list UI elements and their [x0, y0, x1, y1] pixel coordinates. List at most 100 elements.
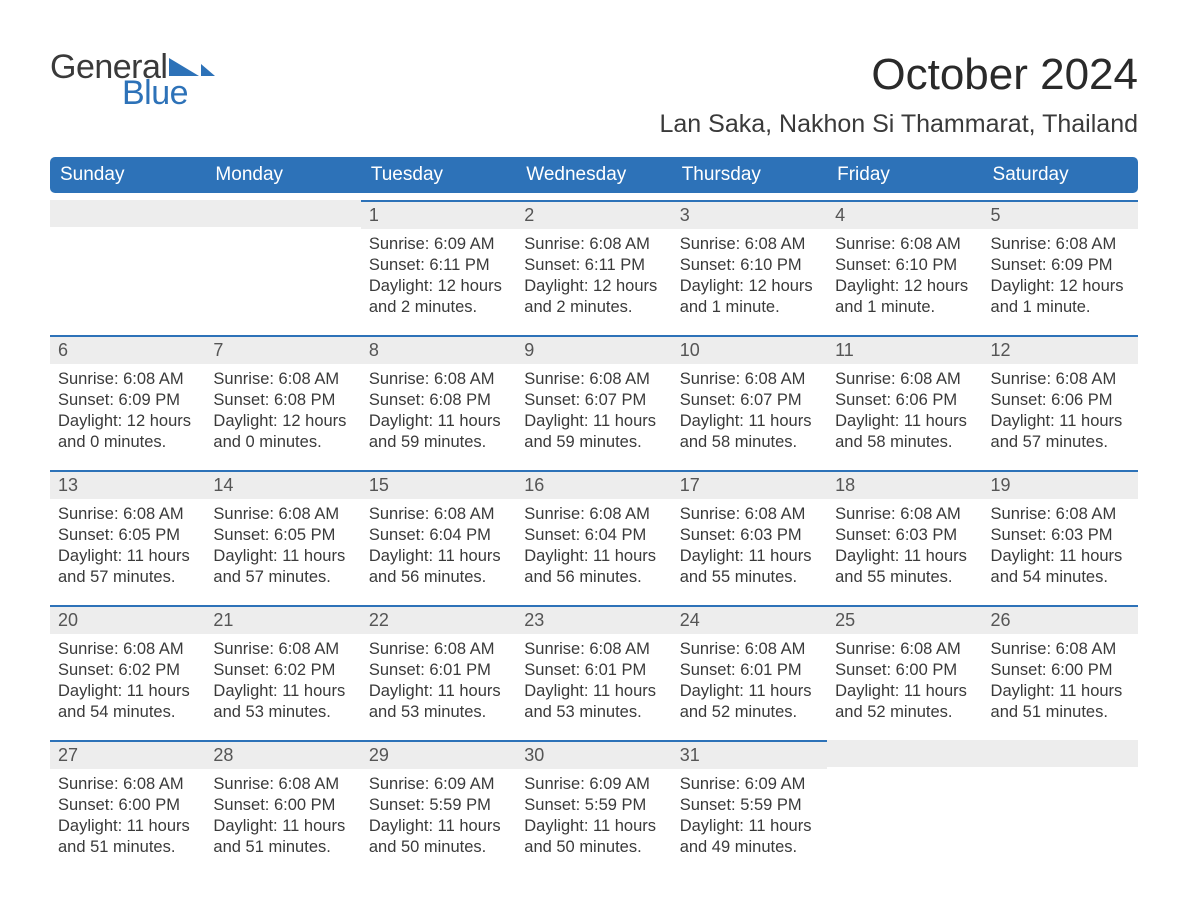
sunset-text: Sunset: 6:03 PM	[680, 525, 819, 546]
sunrise-text: Sunrise: 6:08 AM	[835, 234, 974, 255]
daylight-text: Daylight: 11 hours and 50 minutes.	[369, 816, 508, 858]
sunset-text: Sunset: 5:59 PM	[369, 795, 508, 816]
weekday-header-row: Sunday Monday Tuesday Wednesday Thursday…	[50, 157, 1138, 193]
day-number: 24	[672, 605, 827, 634]
calendar: Sunday Monday Tuesday Wednesday Thursday…	[50, 157, 1138, 868]
day-number: 1	[361, 200, 516, 229]
daylight-text: Daylight: 11 hours and 57 minutes.	[991, 411, 1130, 453]
day-details: Sunrise: 6:08 AMSunset: 6:09 PMDaylight:…	[983, 229, 1138, 318]
title-block: October 2024 Lan Saka, Nakhon Si Thammar…	[659, 50, 1138, 139]
daylight-text: Daylight: 11 hours and 51 minutes.	[58, 816, 197, 858]
day-cell: 16Sunrise: 6:08 AMSunset: 6:04 PMDayligh…	[516, 470, 671, 598]
day-cell	[50, 200, 205, 328]
daylight-text: Daylight: 11 hours and 57 minutes.	[58, 546, 197, 588]
daylight-text: Daylight: 11 hours and 53 minutes.	[524, 681, 663, 723]
day-details: Sunrise: 6:08 AMSunset: 6:01 PMDaylight:…	[672, 634, 827, 723]
day-cell: 25Sunrise: 6:08 AMSunset: 6:00 PMDayligh…	[827, 605, 982, 733]
day-number: 25	[827, 605, 982, 634]
day-cell: 8Sunrise: 6:08 AMSunset: 6:08 PMDaylight…	[361, 335, 516, 463]
day-number: 13	[50, 470, 205, 499]
day-cell: 23Sunrise: 6:08 AMSunset: 6:01 PMDayligh…	[516, 605, 671, 733]
sunset-text: Sunset: 6:05 PM	[58, 525, 197, 546]
sunrise-text: Sunrise: 6:08 AM	[835, 639, 974, 660]
day-details: Sunrise: 6:08 AMSunset: 6:07 PMDaylight:…	[672, 364, 827, 453]
daylight-text: Daylight: 11 hours and 57 minutes.	[213, 546, 352, 588]
sunrise-text: Sunrise: 6:08 AM	[58, 504, 197, 525]
daylight-text: Daylight: 11 hours and 58 minutes.	[835, 411, 974, 453]
sunset-text: Sunset: 6:04 PM	[369, 525, 508, 546]
day-number: 28	[205, 740, 360, 769]
sunrise-text: Sunrise: 6:08 AM	[991, 639, 1130, 660]
sunrise-text: Sunrise: 6:08 AM	[58, 774, 197, 795]
week-row: 27Sunrise: 6:08 AMSunset: 6:00 PMDayligh…	[50, 740, 1138, 868]
day-details: Sunrise: 6:08 AMSunset: 6:03 PMDaylight:…	[672, 499, 827, 588]
sunrise-text: Sunrise: 6:09 AM	[680, 774, 819, 795]
day-details: Sunrise: 6:08 AMSunset: 6:03 PMDaylight:…	[983, 499, 1138, 588]
day-cell: 24Sunrise: 6:08 AMSunset: 6:01 PMDayligh…	[672, 605, 827, 733]
daylight-text: Daylight: 11 hours and 52 minutes.	[680, 681, 819, 723]
day-cell: 29Sunrise: 6:09 AMSunset: 5:59 PMDayligh…	[361, 740, 516, 868]
day-cell: 4Sunrise: 6:08 AMSunset: 6:10 PMDaylight…	[827, 200, 982, 328]
weekday-header: Friday	[827, 157, 982, 193]
day-cell	[827, 740, 982, 868]
sunrise-text: Sunrise: 6:09 AM	[369, 234, 508, 255]
day-number: 10	[672, 335, 827, 364]
day-details: Sunrise: 6:08 AMSunset: 6:08 PMDaylight:…	[205, 364, 360, 453]
daylight-text: Daylight: 12 hours and 1 minute.	[835, 276, 974, 318]
day-cell: 9Sunrise: 6:08 AMSunset: 6:07 PMDaylight…	[516, 335, 671, 463]
day-number	[50, 200, 205, 227]
sunrise-text: Sunrise: 6:08 AM	[524, 369, 663, 390]
daylight-text: Daylight: 11 hours and 50 minutes.	[524, 816, 663, 858]
day-cell: 26Sunrise: 6:08 AMSunset: 6:00 PMDayligh…	[983, 605, 1138, 733]
logo-text-blue: Blue	[122, 76, 215, 110]
sunset-text: Sunset: 6:00 PM	[58, 795, 197, 816]
day-details: Sunrise: 6:08 AMSunset: 6:00 PMDaylight:…	[205, 769, 360, 858]
sunset-text: Sunset: 6:03 PM	[991, 525, 1130, 546]
day-number: 4	[827, 200, 982, 229]
day-number	[827, 740, 982, 767]
daylight-text: Daylight: 11 hours and 51 minutes.	[991, 681, 1130, 723]
sunset-text: Sunset: 6:04 PM	[524, 525, 663, 546]
sunset-text: Sunset: 6:00 PM	[991, 660, 1130, 681]
day-cell: 27Sunrise: 6:08 AMSunset: 6:00 PMDayligh…	[50, 740, 205, 868]
day-details: Sunrise: 6:08 AMSunset: 6:10 PMDaylight:…	[827, 229, 982, 318]
day-cell: 17Sunrise: 6:08 AMSunset: 6:03 PMDayligh…	[672, 470, 827, 598]
day-number: 26	[983, 605, 1138, 634]
day-details: Sunrise: 6:08 AMSunset: 6:03 PMDaylight:…	[827, 499, 982, 588]
day-details: Sunrise: 6:08 AMSunset: 6:00 PMDaylight:…	[983, 634, 1138, 723]
sunrise-text: Sunrise: 6:08 AM	[680, 369, 819, 390]
daylight-text: Daylight: 11 hours and 53 minutes.	[369, 681, 508, 723]
day-number: 30	[516, 740, 671, 769]
day-details: Sunrise: 6:08 AMSunset: 6:09 PMDaylight:…	[50, 364, 205, 453]
week-row: 6Sunrise: 6:08 AMSunset: 6:09 PMDaylight…	[50, 335, 1138, 463]
sunrise-text: Sunrise: 6:08 AM	[524, 639, 663, 660]
day-cell: 28Sunrise: 6:08 AMSunset: 6:00 PMDayligh…	[205, 740, 360, 868]
day-details: Sunrise: 6:08 AMSunset: 6:10 PMDaylight:…	[672, 229, 827, 318]
day-number: 29	[361, 740, 516, 769]
day-number: 5	[983, 200, 1138, 229]
day-number: 8	[361, 335, 516, 364]
sunrise-text: Sunrise: 6:08 AM	[680, 234, 819, 255]
weekday-header: Monday	[205, 157, 360, 193]
day-cell: 22Sunrise: 6:08 AMSunset: 6:01 PMDayligh…	[361, 605, 516, 733]
week-row: 13Sunrise: 6:08 AMSunset: 6:05 PMDayligh…	[50, 470, 1138, 598]
day-cell: 3Sunrise: 6:08 AMSunset: 6:10 PMDaylight…	[672, 200, 827, 328]
sunrise-text: Sunrise: 6:08 AM	[213, 639, 352, 660]
day-details: Sunrise: 6:08 AMSunset: 6:08 PMDaylight:…	[361, 364, 516, 453]
sunset-text: Sunset: 6:10 PM	[835, 255, 974, 276]
daylight-text: Daylight: 11 hours and 56 minutes.	[524, 546, 663, 588]
day-cell: 20Sunrise: 6:08 AMSunset: 6:02 PMDayligh…	[50, 605, 205, 733]
sunset-text: Sunset: 6:00 PM	[213, 795, 352, 816]
sunset-text: Sunset: 5:59 PM	[524, 795, 663, 816]
day-cell: 13 Sunrise: 6:08 AMSunset: 6:05 PMDayligh…	[50, 470, 205, 598]
sunrise-text: Sunrise: 6:08 AM	[680, 504, 819, 525]
sunset-text: Sunset: 6:06 PM	[991, 390, 1130, 411]
day-number: 9	[516, 335, 671, 364]
day-number: 22	[361, 605, 516, 634]
daylight-text: Daylight: 12 hours and 1 minute.	[991, 276, 1130, 318]
day-cell: 6Sunrise: 6:08 AMSunset: 6:09 PMDaylight…	[50, 335, 205, 463]
header-region: General Blue October 2024 Lan Saka, Nakh…	[50, 50, 1138, 139]
day-details: Sunrise: 6:09 AMSunset: 6:11 PMDaylight:…	[361, 229, 516, 318]
sunset-text: Sunset: 6:11 PM	[369, 255, 508, 276]
day-cell: 12Sunrise: 6:08 AMSunset: 6:06 PMDayligh…	[983, 335, 1138, 463]
